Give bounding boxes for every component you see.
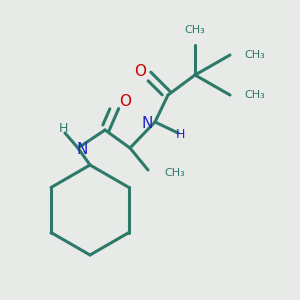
Text: CH₃: CH₃	[244, 50, 265, 60]
Text: O: O	[134, 64, 146, 79]
Text: CH₃: CH₃	[184, 25, 206, 35]
Text: H: H	[58, 122, 68, 136]
Text: O: O	[119, 94, 131, 109]
Text: CH₃: CH₃	[164, 168, 185, 178]
Text: N: N	[141, 116, 153, 130]
Text: H: H	[175, 128, 185, 142]
Text: N: N	[76, 142, 88, 158]
Text: CH₃: CH₃	[244, 90, 265, 100]
